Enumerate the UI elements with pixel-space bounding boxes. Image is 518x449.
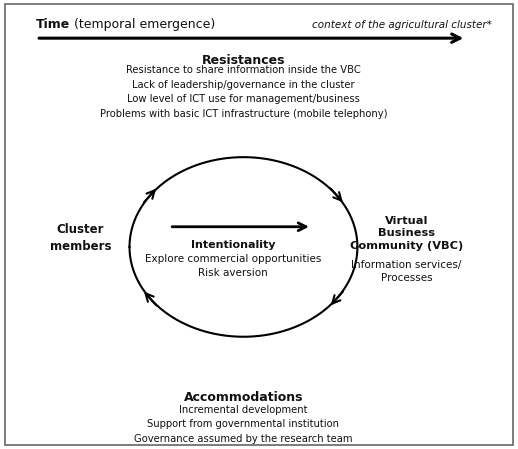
Text: Information services/
Processes: Information services/ Processes [351, 260, 462, 283]
Text: Accommodations: Accommodations [184, 391, 303, 404]
Text: Incremental development
Support from governmental institution
Governance assumed: Incremental development Support from gov… [134, 405, 353, 444]
Text: Explore commercial opportunities
Risk aversion: Explore commercial opportunities Risk av… [145, 254, 321, 278]
Text: Resistance to share information inside the VBC
Lack of leadership/governance in : Resistance to share information inside t… [99, 66, 387, 119]
Text: Virtual
Business
Community (VBC): Virtual Business Community (VBC) [350, 216, 463, 251]
Text: Cluster
members: Cluster members [50, 223, 111, 253]
Text: Resistances: Resistances [202, 54, 285, 67]
Text: Time: Time [36, 18, 70, 31]
Text: context of the agricultural cluster*: context of the agricultural cluster* [312, 20, 492, 30]
Text: (temporal emergence): (temporal emergence) [70, 18, 215, 31]
Text: Intentionality: Intentionality [191, 240, 276, 250]
